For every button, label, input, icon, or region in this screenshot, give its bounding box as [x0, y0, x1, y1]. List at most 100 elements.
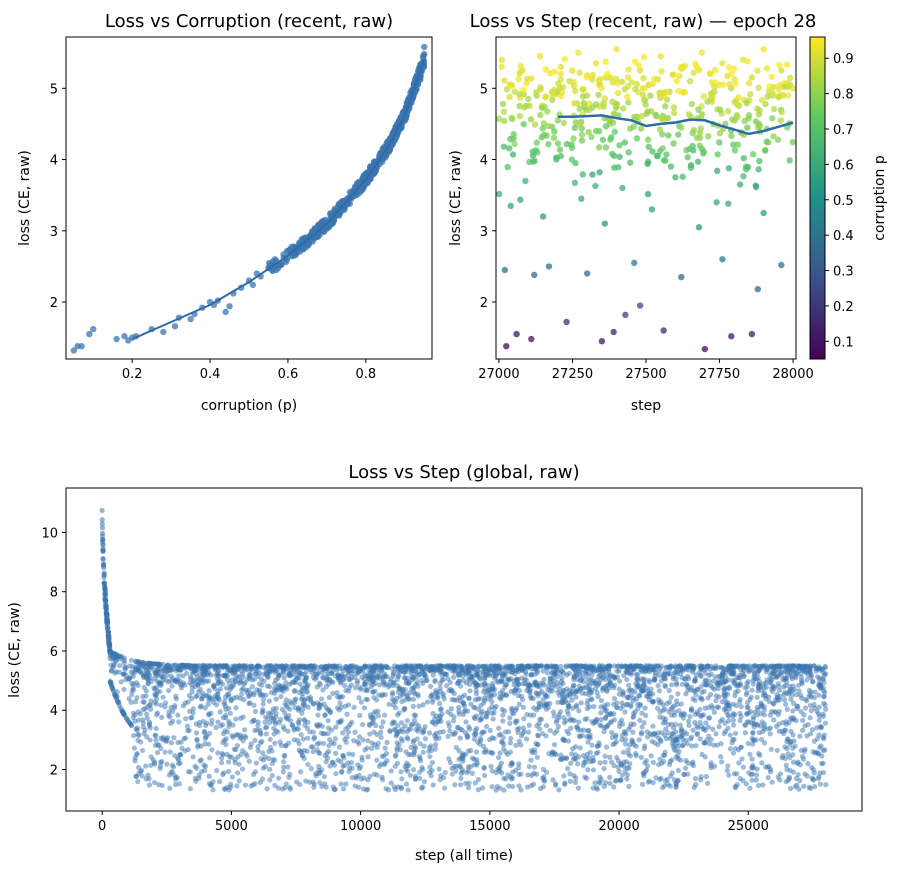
data-point — [359, 674, 365, 680]
data-point — [351, 704, 357, 710]
data-point — [601, 95, 609, 102]
data-point — [651, 676, 658, 682]
data-point — [667, 666, 673, 672]
data-point — [420, 749, 426, 755]
data-point — [678, 726, 684, 732]
data-point — [663, 151, 670, 158]
data-point — [706, 715, 712, 721]
data-point — [214, 767, 220, 774]
data-point — [349, 670, 355, 676]
data-point — [571, 179, 579, 187]
data-point — [215, 680, 221, 686]
data-point — [653, 152, 661, 160]
data-point — [305, 735, 311, 741]
data-point — [747, 751, 753, 757]
data-point — [640, 781, 646, 787]
data-point — [520, 680, 526, 687]
data-point — [785, 690, 791, 696]
data-point — [563, 318, 570, 326]
data-point — [600, 675, 606, 681]
data-point — [602, 58, 609, 65]
data-point — [632, 85, 639, 93]
data-point — [598, 697, 605, 704]
data-point — [401, 707, 407, 713]
data-point — [388, 768, 394, 774]
data-point — [262, 754, 268, 760]
data-point — [556, 146, 564, 153]
data-point — [399, 691, 406, 697]
data-point — [528, 335, 535, 343]
data-point — [148, 754, 154, 760]
data-point — [417, 672, 423, 678]
data-point — [797, 733, 803, 739]
data-point — [496, 115, 503, 123]
data-point — [725, 200, 732, 207]
data-point — [317, 721, 323, 728]
data-point — [767, 769, 774, 775]
data-point — [649, 738, 655, 744]
data-point — [416, 703, 422, 709]
data-point — [532, 671, 538, 677]
data-point — [621, 728, 628, 735]
data-point — [267, 777, 273, 783]
data-point — [738, 744, 744, 750]
data-point — [736, 674, 742, 681]
data-point — [542, 691, 548, 697]
colorbar-tick-label: 0.8 — [833, 88, 854, 103]
data-point — [595, 144, 603, 151]
data-point — [404, 693, 410, 700]
data-point — [259, 776, 266, 782]
data-point — [598, 710, 604, 716]
data-point — [742, 730, 749, 736]
data-point — [426, 769, 433, 775]
data-point — [774, 136, 782, 143]
data-point — [250, 771, 257, 778]
data-point — [243, 750, 249, 757]
data-point — [713, 199, 720, 206]
data-point — [365, 738, 371, 744]
data-point — [202, 741, 208, 747]
data-point — [786, 666, 793, 672]
data-point — [101, 580, 107, 586]
plot-loss-vs-step-recent: Loss vs Step (recent, raw) — epoch 28 27… — [448, 11, 888, 414]
data-point — [327, 763, 333, 769]
data-point — [686, 77, 694, 85]
data-point — [693, 691, 699, 698]
data-point — [141, 699, 147, 705]
data-point — [356, 695, 362, 701]
data-point — [789, 85, 796, 92]
data-point — [206, 773, 212, 779]
data-point — [794, 782, 800, 788]
data-point — [776, 61, 783, 69]
data-point — [405, 787, 411, 793]
data-point — [356, 741, 362, 747]
data-point — [733, 101, 741, 108]
data-point — [282, 701, 288, 707]
data-point — [266, 698, 272, 704]
data-point — [760, 209, 767, 217]
data-point — [822, 720, 829, 726]
data-point — [188, 695, 195, 702]
data-point — [213, 724, 219, 731]
data-point — [210, 787, 216, 793]
data-point — [508, 735, 514, 742]
data-point — [489, 768, 495, 774]
data-point — [140, 717, 146, 723]
data-point — [516, 738, 522, 744]
data-point — [305, 761, 311, 768]
data-point — [317, 750, 323, 756]
data-point — [592, 101, 600, 108]
data-point — [192, 663, 199, 669]
data-point — [583, 73, 591, 81]
data-point — [247, 700, 253, 706]
data-point — [678, 273, 685, 281]
data-point — [790, 708, 796, 714]
data-point — [164, 761, 170, 767]
data-point — [661, 675, 668, 682]
data-point — [694, 158, 702, 165]
data-point — [187, 674, 194, 680]
data-point — [598, 337, 606, 345]
data-point — [816, 704, 822, 710]
data-point — [568, 725, 574, 731]
data-point — [338, 781, 344, 787]
